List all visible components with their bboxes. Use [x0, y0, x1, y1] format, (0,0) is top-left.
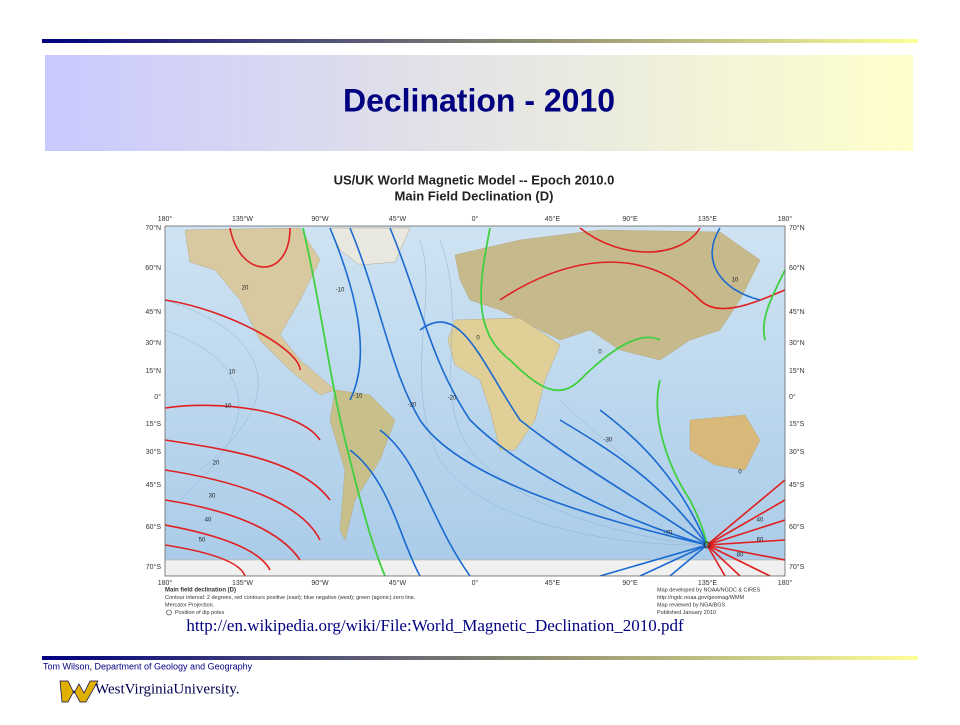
lon-label: 45°W [389, 579, 407, 587]
lon-label: 45°E [545, 215, 561, 223]
contour-label: 10 [225, 404, 232, 410]
negative-contours [329, 227, 761, 576]
contour-label: 40 [205, 518, 212, 524]
contour-label: 20 [242, 286, 249, 292]
lat-label: 45°S [789, 481, 805, 489]
lon-label: 135°W [232, 579, 253, 587]
lon-label: 135°W [232, 215, 253, 223]
lat-label: 60°N [789, 264, 805, 272]
contour-label: 30 [209, 494, 216, 500]
legend-right-line: Map reviewed by NGA/BGS [657, 602, 725, 608]
lat-label: 15°N [145, 367, 161, 375]
source-url: http://en.wikipedia.org/wiki/File:World_… [186, 616, 684, 635]
lat-label: 70°S [146, 563, 162, 571]
contour-label: -70 [664, 531, 673, 537]
map: US/UK World Magnetic Model -- Epoch 2010… [145, 172, 804, 616]
land [165, 227, 785, 576]
lat-label: 60°S [146, 523, 162, 531]
legend-left-line: Contour interval: 2 degrees, red contour… [165, 595, 416, 601]
lat-label: 15°S [789, 420, 805, 428]
map-frame [164, 225, 786, 577]
lon-label: 90°W [311, 579, 329, 587]
dip-pole-symbol [166, 609, 172, 616]
lat-label: 70°N [789, 224, 805, 232]
footer-author: Tom Wilson, Department of Geology and Ge… [43, 661, 253, 671]
lon-label: 0° [472, 579, 479, 587]
lat-label: 15°N [789, 367, 805, 375]
lat-label: 30°S [789, 448, 805, 456]
contour-label: -10 [354, 394, 363, 400]
contour-label: 0 [738, 470, 742, 476]
lon-label: 180° [158, 579, 173, 587]
lat-label: 30°S [146, 448, 162, 456]
contour-labels: 20 10 10 20 30 40 50 -10 -20 -10 0 0 -20 -30 -70 0 10 40 6… [199, 278, 764, 559]
lat-label: 70°S [789, 563, 805, 571]
lon-label: 90°W [311, 215, 329, 223]
lon-label: 90°E [622, 215, 638, 223]
map-content [165, 227, 785, 576]
contour-label: 10 [229, 370, 236, 376]
title-band [45, 55, 913, 151]
agonic-lines [302, 227, 785, 576]
legend-left-line: Position of dip poles [175, 610, 224, 616]
map-subtitle: Main Field Declination (D) [395, 188, 554, 203]
graticule-labels: 180° 180° 135°W 135°W 90°W 90°W 45°W 45°W 0° 0° 45… [145, 215, 804, 587]
lon-label: 180° [158, 215, 173, 223]
map-legend: Main field declination (D)Contour interv… [165, 587, 761, 616]
top-rule [42, 39, 918, 43]
contour-label: 20 [213, 461, 220, 467]
contour-label: 0 [476, 336, 480, 342]
contour-label: -20 [448, 396, 457, 402]
contour-label: 40 [757, 518, 764, 524]
legend-right-line: Published January 2010 [657, 610, 716, 616]
lat-label: 45°N [789, 308, 805, 316]
lon-label: 0° [472, 215, 479, 223]
lon-label: 45°E [545, 579, 561, 587]
lat-label: 60°N [145, 264, 161, 272]
contour-label: 0 [598, 350, 602, 356]
contour-label: 80 [737, 553, 744, 559]
positive-contours [165, 227, 785, 576]
contour-label: -30 [604, 438, 613, 444]
lat-label: 45°S [146, 481, 162, 489]
legend-right-line: Map developed by NOAA/NGDC & CIRES [657, 587, 761, 593]
slide-title: Declination - 2010 [343, 82, 615, 118]
lon-label: 180° [778, 215, 793, 223]
wvu-logo-text: WestVirginiaUniversity. [95, 681, 240, 697]
bottom-rule [42, 656, 918, 660]
lon-label: 180° [778, 579, 793, 587]
dip-pole [703, 541, 711, 549]
legend-left-line: Main field declination (D) [165, 588, 236, 594]
lon-label: 90°E [622, 579, 638, 587]
contour-label: 50 [199, 538, 206, 544]
lat-label: 45°N [145, 308, 161, 316]
legend-left-line: Mercator Projection. [165, 602, 215, 608]
legend-right-line: http://ngdc.noaa.gov/geomag/WMM [657, 595, 745, 601]
lon-label: 45°W [389, 215, 407, 223]
lat-label: 0° [154, 393, 161, 401]
wvu-logo-mark [59, 680, 99, 703]
lat-label: 15°S [146, 420, 162, 428]
lat-label: 60°S [789, 523, 805, 531]
contour-label: -10 [336, 288, 345, 294]
map-title: US/UK World Magnetic Model -- Epoch 2010… [334, 172, 615, 187]
lat-label: 30°N [145, 339, 161, 347]
contour-label: -20 [408, 403, 417, 409]
lat-label: 70°N [145, 224, 161, 232]
lon-label: 135°E [698, 579, 717, 587]
contour-label: 60 [757, 538, 764, 544]
lat-label: 30°N [789, 339, 805, 347]
lon-label: 135°E [698, 215, 717, 223]
lat-label: 0° [789, 393, 796, 401]
contour-label: 10 [732, 278, 739, 284]
